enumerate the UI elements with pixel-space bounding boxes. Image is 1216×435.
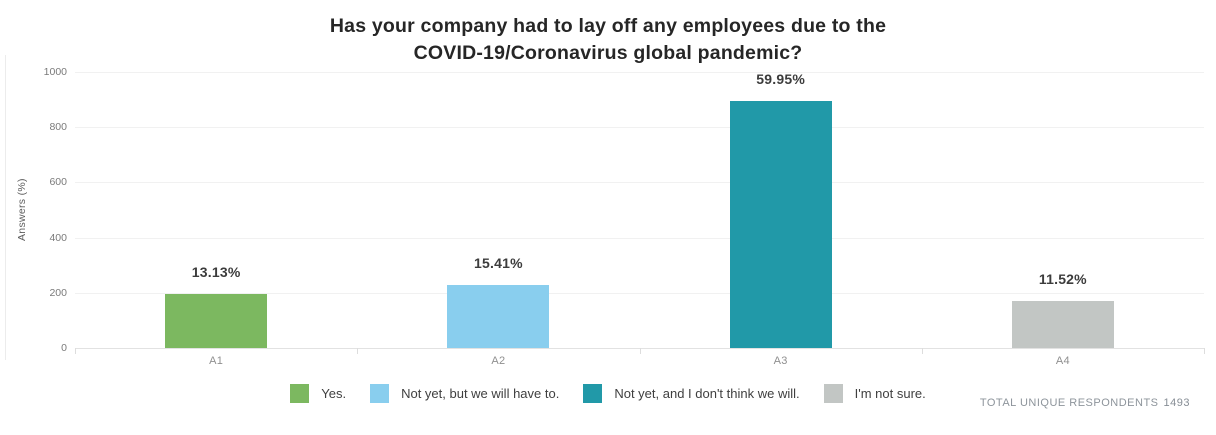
chart-title: Has your company had to lay off any empl…: [0, 13, 1216, 67]
card-left-border: [5, 55, 6, 360]
gridline-1000: [75, 72, 1204, 73]
y-tick-label-600: 600: [49, 176, 67, 189]
legend-swatch-2: [370, 384, 390, 403]
bar-value-label-A1: 13.13%: [191, 263, 241, 280]
bar-value-label-A4: 11.52%: [1038, 270, 1087, 287]
legend-item-1[interactable]: Yes.: [290, 384, 346, 403]
x-category-label-A2: A2: [491, 355, 506, 367]
total-respondents: TOTAL UNIQUE RESPONDENTS 1493: [980, 397, 1190, 409]
bar-A4[interactable]: [1011, 300, 1114, 348]
x-category-label-A1: A1: [209, 355, 224, 367]
x-axis-tick: [640, 348, 641, 354]
x-axis-tick: [1204, 348, 1205, 354]
y-tick-label-800: 800: [49, 121, 67, 134]
x-axis-tick: [75, 348, 76, 354]
bar-value-label-A3: 59.95%: [756, 70, 805, 87]
legend-label-3: Not yet, and I don't think we will.: [614, 386, 800, 401]
x-axis-tick: [357, 348, 358, 354]
legend-label-2: Not yet, but we will have to.: [401, 386, 560, 401]
gridline-400: [75, 237, 1204, 239]
gridline-0: [75, 348, 1204, 349]
total-respondents-label: TOTAL UNIQUE RESPONDENTS: [979, 397, 1159, 409]
legend-label-4: I'm not sure.: [854, 386, 926, 401]
y-axis-label: Answers (%): [16, 178, 28, 242]
gridline-800: [75, 127, 1204, 129]
legend-item-4[interactable]: I'm not sure.: [823, 384, 926, 403]
x-axis-tick: [922, 348, 923, 354]
y-tick-label-400: 400: [49, 231, 67, 244]
bar-A3[interactable]: [729, 100, 832, 348]
bar-value-label-A2: 15.41%: [474, 254, 523, 271]
total-respondents-value: 1493: [1163, 397, 1190, 409]
legend-swatch-4: [823, 384, 843, 403]
y-tick-label-200: 200: [49, 286, 67, 299]
y-tick-label-0: 0: [61, 342, 67, 354]
chart-title-line2: COVID-19/Coronavirus global pandemic?: [413, 42, 803, 64]
legend-item-3[interactable]: Not yet, and I don't think we will.: [583, 384, 800, 403]
legend-item-2[interactable]: Not yet, but we will have to.: [370, 384, 559, 403]
y-tick-label-1000: 1000: [43, 66, 67, 78]
bar-A2[interactable]: [447, 284, 550, 348]
x-category-label-A4: A4: [1055, 355, 1070, 367]
gridline-200: [75, 292, 1204, 294]
chart-title-line1: Has your company had to lay off any empl…: [329, 15, 887, 37]
bar-A1[interactable]: [165, 293, 268, 348]
legend-swatch-3: [583, 384, 603, 403]
legend-swatch-1: [290, 384, 310, 403]
chart-legend: Yes. Not yet, but we will have to. Not yet…: [0, 384, 1216, 403]
legend-label-1: Yes.: [321, 386, 347, 401]
plot-area: 0 200 400 600 800 1000 13.13% A1 15.41% A2 59.95% A…: [44, 66, 1205, 367]
gridline-600: [75, 182, 1204, 184]
x-category-label-A3: A3: [773, 355, 788, 367]
